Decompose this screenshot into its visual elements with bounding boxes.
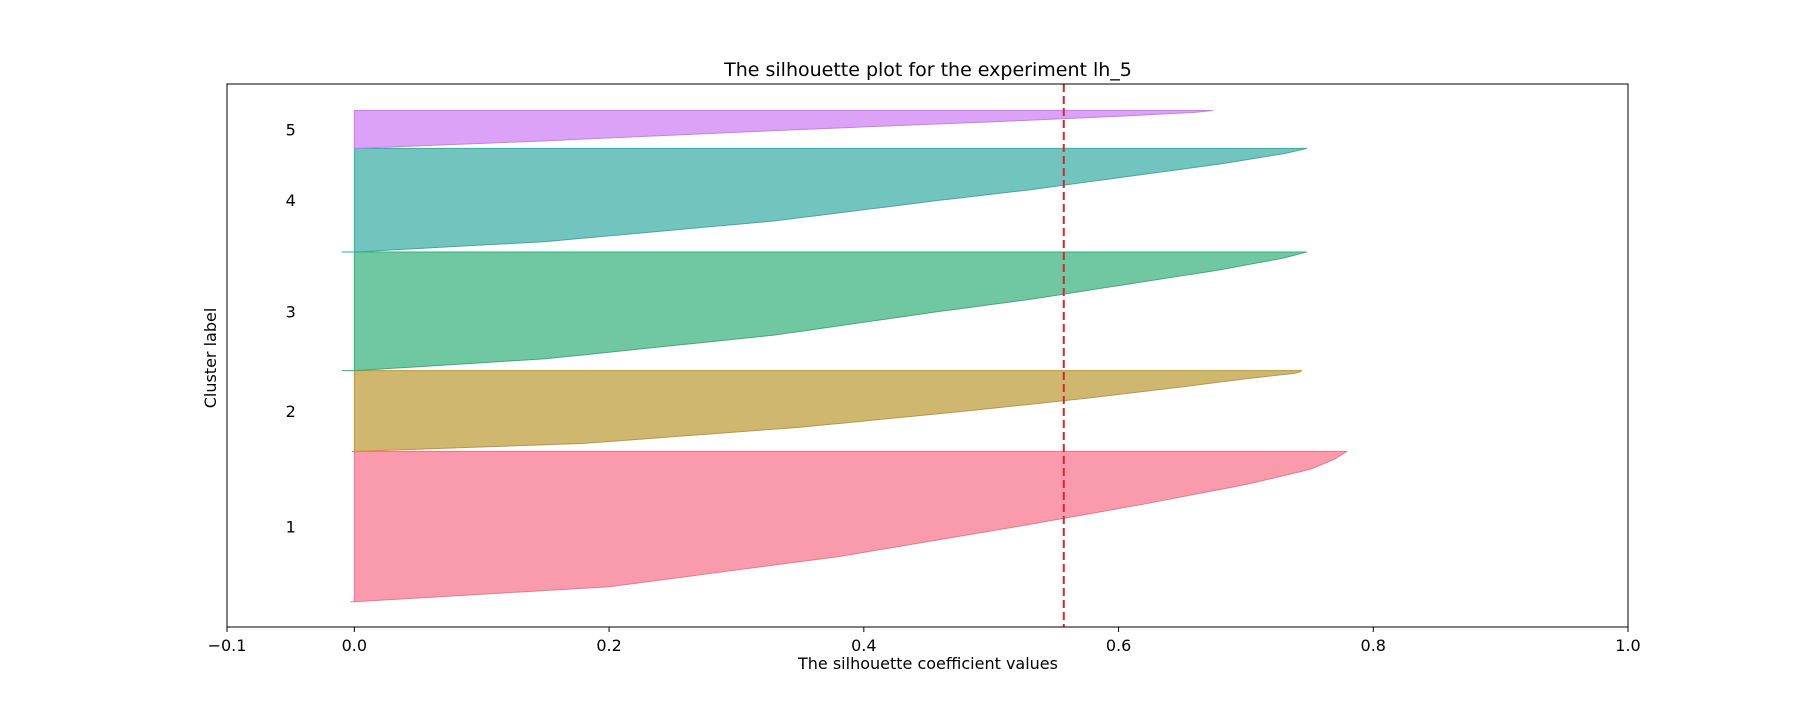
x-tick-label: −0.1 [208, 636, 247, 655]
cluster-1-silhouette [350, 450, 1349, 603]
x-tick-label: 0.0 [342, 636, 367, 655]
x-tick-label: 0.6 [1106, 636, 1131, 655]
cluster-label-5: 5 [286, 120, 296, 139]
axes-frame [226, 83, 1629, 628]
cluster-label-1: 1 [286, 518, 296, 537]
cluster-label-4: 4 [286, 191, 296, 210]
y-axis-label: Cluster label [201, 308, 220, 409]
cluster-label-2: 2 [286, 402, 296, 421]
x-tick-label: 0.2 [596, 636, 621, 655]
x-tick-label: 0.8 [1361, 636, 1386, 655]
plot-area: 1 2 3 4 5 [286, 84, 1349, 627]
x-tick-label: 1.0 [1615, 636, 1640, 655]
cluster-4-silhouette [341, 147, 1308, 253]
chart-title: The silhouette plot for the experiment l… [723, 59, 1132, 81]
cluster-5-silhouette [353, 110, 1213, 149]
axes-layer: −0.1 0.0 0.2 0.4 0.6 0.8 1.0 [208, 83, 1641, 655]
cluster-2-silhouette [351, 370, 1303, 452]
x-tick-label: 0.4 [851, 636, 876, 655]
cluster-3-silhouette [341, 251, 1308, 372]
cluster-label-3: 3 [286, 302, 296, 321]
x-axis-label: The silhouette coefficient values [797, 654, 1058, 673]
